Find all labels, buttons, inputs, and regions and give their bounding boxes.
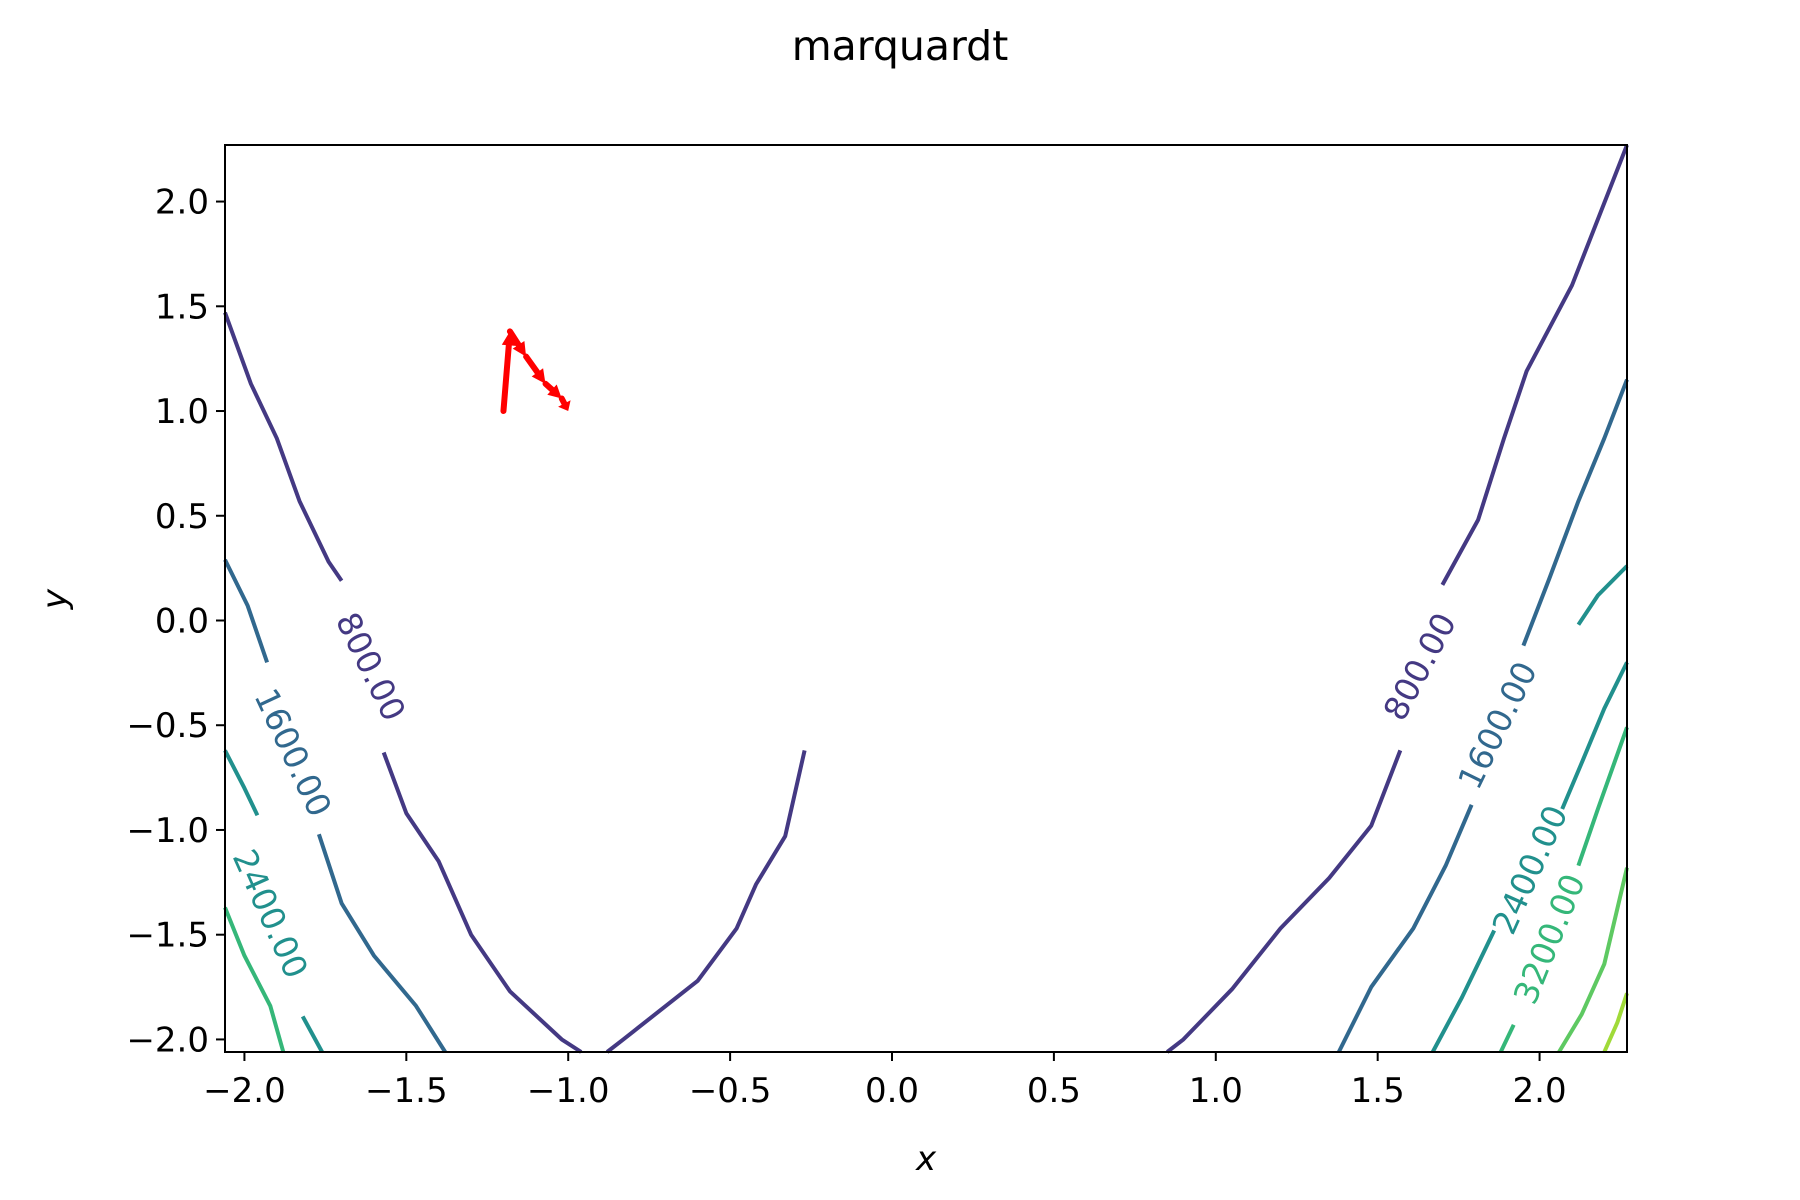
y-axis-label: y [35, 588, 75, 610]
y-tick-label: −1.0 [126, 811, 209, 851]
contour-line-4800 [1602, 992, 1629, 1053]
y-tick-label: 0.0 [155, 601, 209, 641]
contour-line-2400 [1576, 564, 1629, 626]
x-axis-ticks: −2.0 −1.5 −1.0 −0.5 0.0 0.5 1.0 1.5 2.0 [203, 1052, 1567, 1111]
contour-line-800 [605, 749, 807, 1054]
optimizer-step-line [500, 342, 512, 415]
x-tick-label: 1.5 [1351, 1071, 1405, 1111]
contour-line-800 [1440, 144, 1629, 586]
optimizer-step-arrowhead [501, 331, 516, 346]
contour-line-1600 [316, 833, 447, 1054]
optimizer-step-arrowhead [531, 368, 546, 384]
optimizer-step-line [506, 328, 522, 348]
contour-line-2400 [1560, 661, 1629, 810]
x-tick-label: 2.0 [1513, 1071, 1567, 1111]
x-tick-label: 0.5 [1027, 1071, 1081, 1111]
contour-line-800 [381, 751, 583, 1054]
y-tick-label: −0.5 [126, 706, 209, 746]
x-tick-label: −1.5 [365, 1071, 448, 1111]
x-tick-label: −0.5 [689, 1071, 772, 1111]
y-tick-label: 2.0 [155, 183, 209, 223]
optimizer-step-line [558, 395, 568, 407]
contour-line-1600 [223, 558, 269, 664]
contour-line-1600 [1521, 378, 1629, 647]
contour-line-2400 [223, 749, 260, 817]
y-tick-label: 0.5 [155, 497, 209, 537]
contour-line-2400 [300, 1015, 324, 1053]
x-tick-label: 0.0 [865, 1071, 919, 1111]
y-tick-label: 1.0 [155, 392, 209, 432]
y-tick-label: 1.5 [155, 287, 209, 327]
y-axis-ticks: −2.0 −1.5 −1.0 −0.5 0.0 0.5 1.0 1.5 2.0 [126, 183, 225, 1060]
x-axis-label: x [915, 1139, 937, 1179]
y-tick-label: −1.5 [126, 916, 209, 956]
contour-line-3200 [223, 906, 286, 1053]
x-tick-label: −2.0 [203, 1071, 286, 1111]
contour-line-2400 [1430, 929, 1497, 1053]
optimizer-step-line [542, 380, 556, 393]
optimizer-step-line [523, 353, 541, 376]
contour-line-3200 [1498, 1023, 1516, 1053]
x-tick-label: 1.0 [1189, 1071, 1243, 1111]
y-tick-label: −2.0 [126, 1020, 209, 1060]
contour-line-3200 [1576, 726, 1629, 867]
optimizer-step-arrowhead [547, 384, 562, 399]
optimizer-step-arrowhead [558, 400, 571, 411]
contour-line-4000 [1557, 867, 1629, 1054]
contour-line-800 [1165, 749, 1403, 1054]
x-tick-label: −1.0 [527, 1071, 610, 1111]
axes-frame [224, 144, 1628, 1053]
optimizer-step-arrowhead [512, 341, 527, 357]
contour-line-800 [223, 311, 344, 582]
contour-line-1600 [1337, 804, 1474, 1053]
chart-title: marquardt [792, 22, 1009, 70]
